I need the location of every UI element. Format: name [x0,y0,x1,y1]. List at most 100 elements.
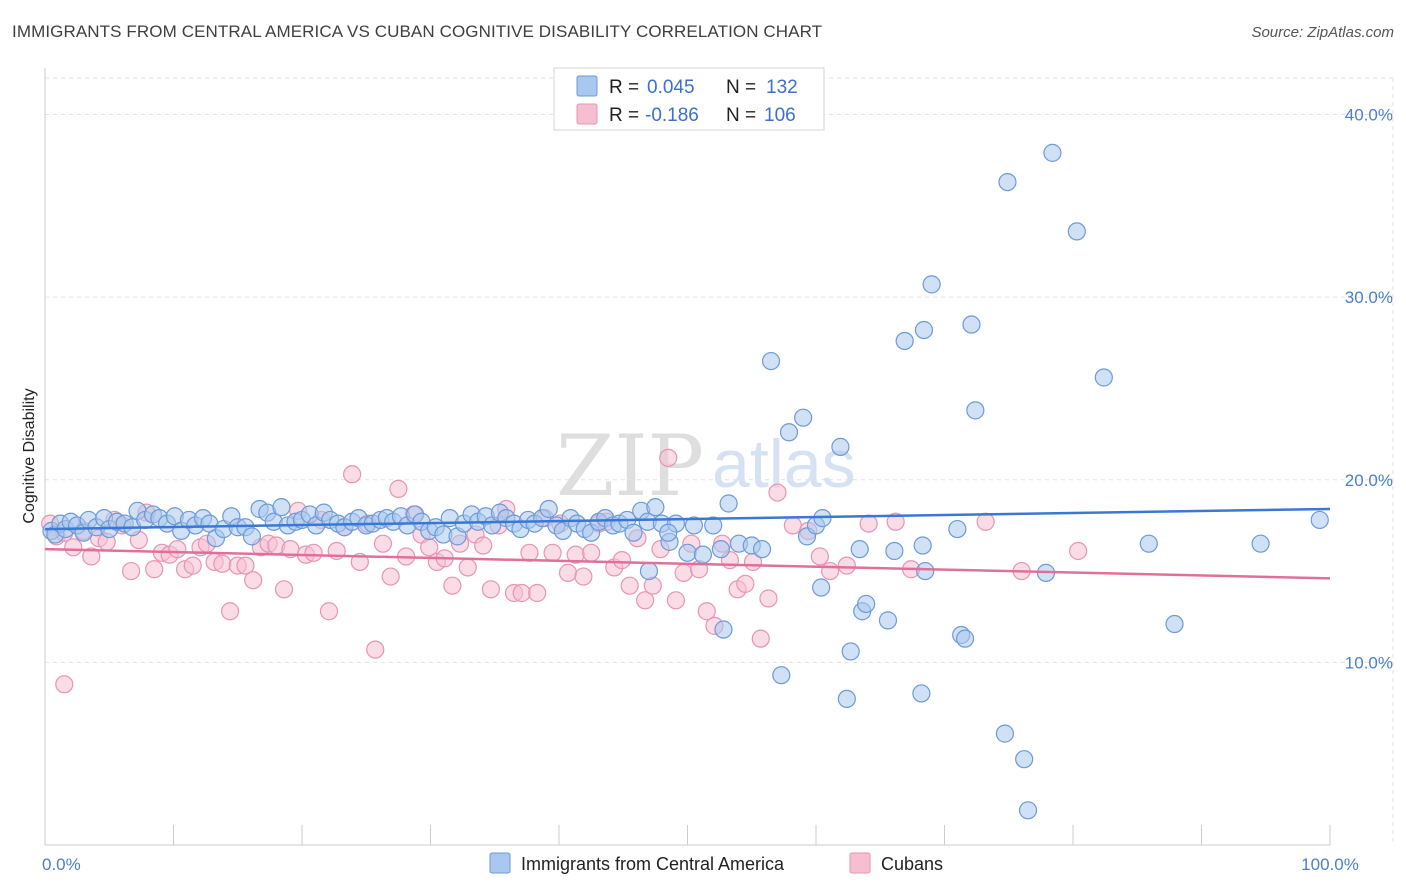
point-blue-129 [966,401,985,420]
point-pink-57 [481,580,500,599]
bottom-legend: Immigrants from Central America Cubans [489,852,943,874]
point-pink-23 [220,602,240,621]
legend-r-value-2: -0.186 [645,105,699,126]
point-blue-130 [995,724,1014,743]
legend: R = 0.045 N = 132 R = -0.186 N = 106 [553,67,825,131]
point-pink-42 [366,640,385,659]
point-pink-74 [612,551,632,570]
point-blue-105 [779,423,799,442]
point-blue-125 [948,519,967,539]
point-pink-30 [274,580,294,599]
point-pink-22 [213,554,232,573]
point-blue-133 [1018,801,1038,820]
point-pink-77 [635,591,655,610]
point-pink-45 [389,479,408,498]
point-blue-95 [711,540,731,559]
point-blue-140 [1251,534,1270,553]
trend-line-blue [44,507,1331,531]
point-pink-67 [558,563,578,582]
x-tick-label-100: 100.0% [1301,855,1359,874]
point-blue-110 [812,578,831,597]
point-pink-5 [82,547,101,566]
y-tick-label-20: 20.0% [1345,471,1393,490]
x-tick-labels: 0.0% 100.0% [42,855,1359,874]
point-blue-104 [761,351,781,371]
point-blue-72 [539,499,558,519]
y-tick-label-30: 30.0% [1345,288,1393,307]
point-blue-122 [914,320,934,340]
point-blue-99 [752,540,772,559]
chart-title: IMMIGRANTS FROM CENTRAL AMERICA VS CUBAN… [12,22,823,41]
point-pink-63 [528,583,547,603]
legend-n-value-1: 132 [766,77,798,98]
point-pink-44 [381,567,400,586]
point-blue-123 [916,561,935,581]
point-pink-34 [304,543,323,562]
point-pink-105 [1069,541,1088,561]
point-pink-16 [168,540,187,559]
point-pink-81 [666,591,686,610]
point-pink-100 [859,514,878,533]
y-tick-label-40: 40.0% [1345,106,1393,125]
point-pink-101 [886,512,905,531]
point-pink-70 [582,543,601,562]
point-blue-87 [646,498,665,517]
point-pink-99 [837,556,856,575]
point-pink-65 [543,543,562,562]
point-pink-56 [474,536,493,555]
point-blue-132 [1015,750,1034,769]
point-blue-131 [998,172,1017,192]
legend-box [553,67,825,131]
legend-swatch-blue [576,75,598,97]
point-blue-93 [693,545,713,564]
point-blue-141 [1310,510,1329,530]
point-blue-94 [704,516,723,535]
point-blue-127 [955,629,975,648]
point-pink-103 [976,512,995,531]
bottom-legend-swatch-blue [489,852,511,874]
bottom-legend-swatch-pink [849,852,871,874]
point-blue-84 [624,523,643,542]
y-tick-label-10: 10.0% [1345,653,1393,672]
point-pink-90 [736,574,755,593]
point-blue-121 [913,536,932,555]
point-pink-97 [810,547,829,566]
point-pink-75 [620,576,639,595]
point-blue-100 [659,523,678,542]
point-pink-95 [783,516,802,535]
point-blue-34 [272,498,291,517]
point-blue-111 [831,437,850,456]
point-pink-18 [183,556,202,575]
point-pink-10 [121,561,141,581]
point-blue-120 [912,684,931,703]
point-blue-30 [242,527,261,546]
point-blue-135 [1043,143,1062,162]
point-pink-40 [350,552,369,572]
point-blue-119 [895,331,914,351]
point-pink-25 [236,556,255,575]
point-blue-96 [719,494,738,513]
point-pink-52 [443,576,462,595]
bottom-legend-label-cubans: Cubans [881,854,943,874]
point-pink-80 [659,448,678,467]
x-tick-label-0: 0.0% [42,855,81,874]
point-blue-138 [1139,534,1158,553]
point-blue-136 [1067,222,1086,241]
y-axis-label: Cognitive Disability [21,388,38,523]
point-pink-92 [751,629,770,648]
point-blue-103 [772,666,791,685]
point-pink-82 [674,563,693,582]
point-pink-54 [458,558,477,577]
point-pink-43 [373,534,393,553]
point-blue-113 [841,642,860,661]
legend-r-label-1: R = [609,77,639,98]
point-pink-69 [574,567,593,586]
point-blue-117 [878,611,898,630]
point-pink-61 [512,583,531,603]
point-blue-91 [678,543,697,562]
legend-n-value-2: 106 [764,105,796,126]
point-blue-116 [850,540,869,559]
point-pink-39 [343,465,362,484]
legend-r-label-2: R = [609,105,639,126]
point-pink-98 [821,561,840,581]
